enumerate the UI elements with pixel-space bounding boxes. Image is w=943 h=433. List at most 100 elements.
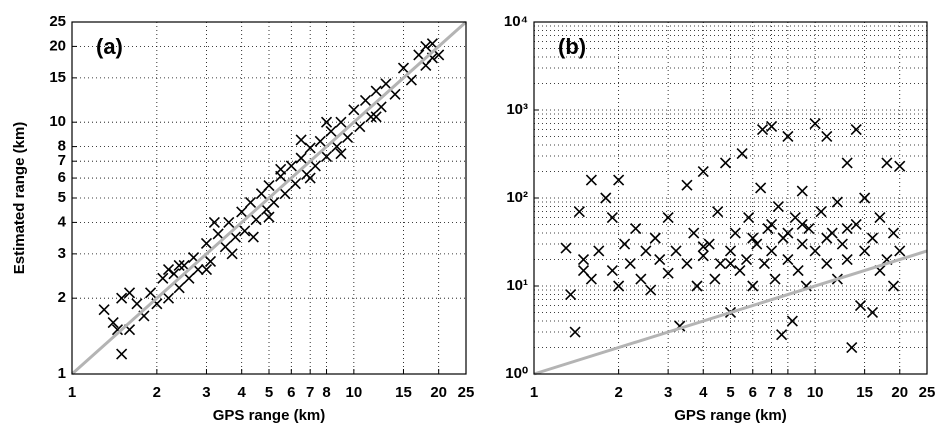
point [168, 268, 180, 280]
point [681, 179, 693, 191]
x-tick-label: 8 [322, 384, 330, 401]
point [640, 245, 652, 257]
y-tick-label: 10³ [506, 101, 528, 118]
reference-line [71, 20, 467, 376]
point [433, 49, 445, 61]
plot-frame [71, 21, 467, 375]
point [236, 206, 248, 218]
point [809, 245, 821, 257]
point [200, 237, 213, 250]
reference-line [533, 249, 928, 376]
point [747, 280, 759, 292]
x-tick-label: 3 [202, 384, 210, 401]
point [320, 116, 333, 128]
point [831, 196, 843, 208]
point [239, 225, 251, 237]
point [697, 165, 709, 178]
point [335, 148, 347, 160]
point [200, 263, 213, 276]
point [116, 292, 128, 304]
x-tick-label: 1 [530, 384, 538, 401]
point [289, 178, 301, 190]
x-tick-label: 10 [345, 384, 362, 401]
point [413, 49, 425, 61]
point [405, 74, 417, 86]
point [709, 273, 721, 285]
point [619, 238, 631, 250]
point [370, 111, 382, 123]
point [809, 118, 821, 130]
point [859, 192, 871, 204]
x-tick-label: 1 [68, 384, 76, 401]
point [894, 245, 906, 257]
x-tick-label: 6 [749, 384, 757, 401]
point [766, 120, 778, 133]
point [887, 280, 900, 292]
point [736, 147, 748, 160]
point [309, 160, 321, 172]
x-tick-label: 20 [891, 384, 908, 401]
point [766, 245, 778, 257]
point [635, 273, 647, 285]
point [314, 135, 326, 147]
point [606, 211, 618, 224]
point [263, 211, 275, 223]
point [756, 123, 769, 136]
point [116, 348, 128, 360]
point [335, 116, 347, 128]
x-tick-label: 7 [767, 384, 775, 401]
point [645, 284, 657, 296]
point [178, 259, 190, 271]
point [712, 206, 724, 218]
point [325, 125, 337, 137]
point [772, 200, 784, 213]
point [573, 206, 585, 218]
point [123, 287, 136, 299]
point [796, 185, 808, 197]
point [348, 104, 360, 116]
point [630, 222, 642, 235]
point [204, 255, 217, 267]
point [688, 227, 700, 239]
point [285, 160, 297, 172]
point [162, 292, 175, 304]
point [229, 231, 241, 243]
point [295, 134, 307, 146]
point [874, 211, 886, 224]
point [173, 282, 185, 294]
x-axis-label: GPS range (km) [213, 407, 326, 424]
point [131, 298, 143, 310]
point [341, 131, 354, 143]
point [796, 238, 808, 250]
point [836, 238, 848, 250]
point [380, 78, 392, 90]
x-axis-label: GPS range (km) [674, 407, 787, 424]
point [585, 273, 597, 285]
point [841, 157, 853, 169]
point [703, 238, 715, 250]
point [247, 231, 259, 243]
point [397, 62, 410, 74]
panel-label: (b) [558, 34, 586, 59]
point [320, 151, 333, 163]
point [649, 232, 661, 244]
point [654, 253, 666, 266]
point [792, 264, 804, 277]
point [157, 272, 169, 284]
point [734, 264, 746, 277]
y-tick-label: 5 [58, 189, 66, 206]
point [755, 182, 767, 194]
point [854, 299, 867, 312]
point [724, 257, 737, 270]
point [613, 280, 625, 292]
point [354, 121, 366, 133]
point [841, 222, 853, 235]
point [359, 94, 372, 107]
point [111, 324, 124, 336]
y-tick-label: 15 [49, 69, 66, 86]
x-tick-label: 15 [856, 384, 873, 401]
x-tick-label: 4 [699, 384, 708, 401]
point [212, 228, 224, 240]
